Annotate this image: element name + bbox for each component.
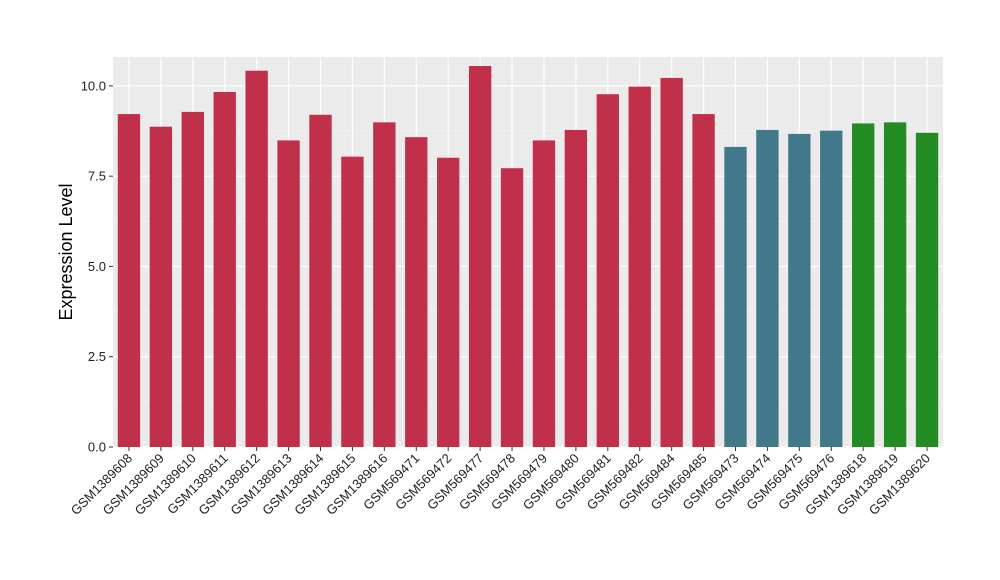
y-axis: 0.0 2.5 5.0 7.5 10.0 (81, 78, 113, 455)
plot-background (113, 57, 943, 447)
bar (564, 129, 588, 447)
bar (820, 130, 843, 447)
x-axis: GSM1389608GSM1389609GSM1389610GSM1389611… (68, 447, 933, 518)
bar (852, 123, 875, 447)
y-tick-label: 0.0 (88, 440, 106, 455)
bar (468, 66, 492, 448)
bar (149, 126, 173, 447)
bar (628, 86, 651, 447)
bar (373, 122, 396, 447)
bar (437, 157, 460, 447)
bar (500, 168, 524, 447)
bar (692, 114, 715, 448)
bar (405, 137, 428, 447)
bar (724, 146, 747, 447)
y-tick-label: 5.0 (88, 259, 106, 274)
bar (341, 156, 364, 447)
y-tick-label: 10.0 (81, 78, 106, 93)
bar (277, 140, 300, 447)
bar (309, 114, 332, 448)
bar (117, 114, 141, 448)
bar (915, 132, 939, 448)
bars (117, 66, 939, 448)
bar (245, 70, 268, 447)
bar (756, 129, 779, 447)
bar (788, 133, 811, 447)
bar (596, 94, 619, 447)
bar (213, 92, 236, 448)
bar (883, 122, 907, 447)
y-axis-title: Expression Level (56, 183, 76, 320)
y-tick-label: 7.5 (88, 169, 106, 184)
y-tick-label: 2.5 (88, 349, 106, 364)
bar (181, 111, 204, 447)
bar (532, 140, 556, 447)
bar (660, 77, 683, 447)
